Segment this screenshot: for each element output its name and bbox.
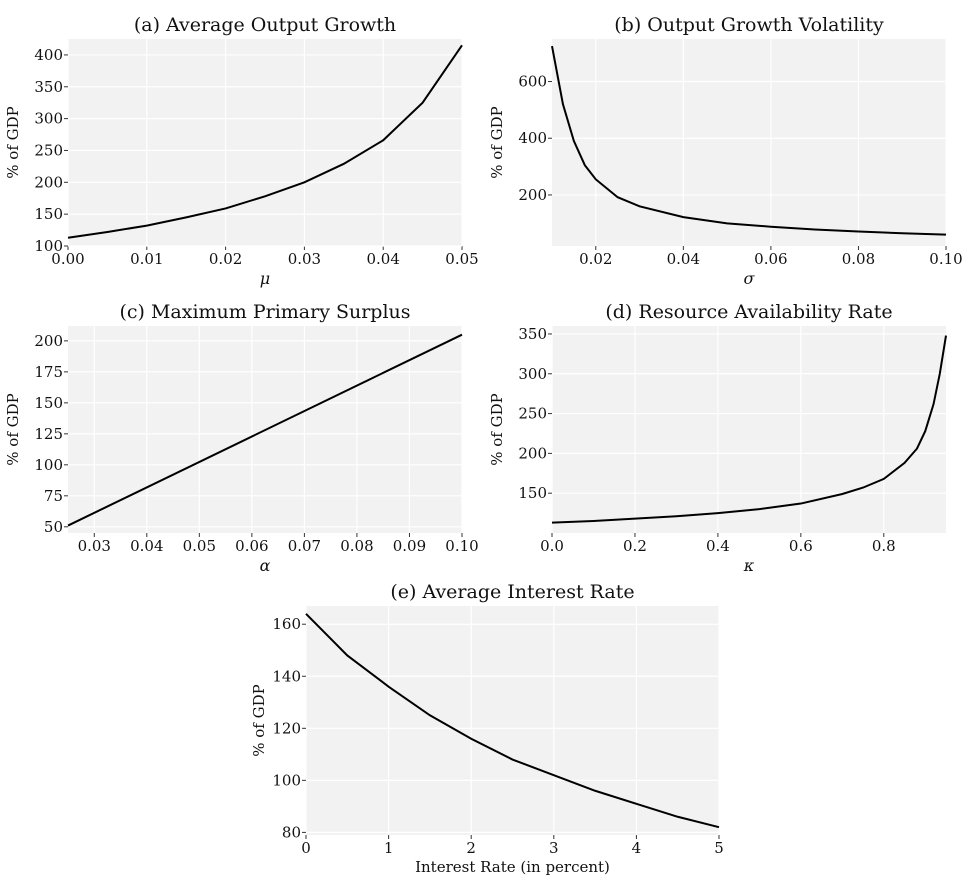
y-tick-label-a: 300 bbox=[34, 110, 63, 128]
chart-b: 0.02 0.04 0.06 0.08 0.10 200 400 600 (b) Output … bbox=[488, 14, 963, 288]
chart-title-e: (e) Average Interest Rate bbox=[390, 581, 634, 603]
y-tick-label-c: 100 bbox=[34, 456, 63, 474]
x-tick-label-c: 0.03 bbox=[78, 537, 111, 555]
x-tick-label-e: 4 bbox=[632, 839, 642, 857]
y-tick-label-a: 250 bbox=[34, 141, 63, 159]
y-tick-label-a: 150 bbox=[34, 205, 63, 223]
x-tick-label-e: 3 bbox=[549, 839, 559, 857]
x-tick-label-c: 0.09 bbox=[393, 537, 426, 555]
x-axis-label-a: μ bbox=[260, 269, 270, 288]
x-tick-label-e: 0 bbox=[301, 839, 311, 857]
y-tick-label-d: 250 bbox=[518, 405, 547, 423]
plot-area-e bbox=[306, 606, 719, 835]
x-tick-label-b: 0.06 bbox=[754, 250, 787, 268]
x-tick-label-b: 0.04 bbox=[667, 250, 700, 268]
plot-area-d bbox=[552, 326, 946, 533]
x-tick-label-e: 1 bbox=[384, 839, 394, 857]
y-tick-label-d: 150 bbox=[518, 484, 547, 502]
x-tick-label-b: 0.08 bbox=[842, 250, 875, 268]
plot-area-a bbox=[68, 39, 462, 246]
x-tick-label-a: 0.04 bbox=[366, 250, 399, 268]
y-tick-label-e: 80 bbox=[282, 823, 301, 841]
y-axis-label-e: % of GDP bbox=[250, 684, 268, 756]
chart-title-a: (a) Average Output Growth bbox=[134, 14, 396, 36]
y-tick-label-b: 200 bbox=[518, 186, 547, 204]
x-tick-label-b: 0.02 bbox=[579, 250, 612, 268]
x-tick-label-b: 0.10 bbox=[929, 250, 962, 268]
chart-c: 0.03 0.04 0.05 0.06 0.07 0.08 0.09 0.10 50 75 100 1… bbox=[4, 301, 479, 575]
series-line-a bbox=[67, 44, 463, 239]
y-tick-label-d: 300 bbox=[518, 365, 547, 383]
plot-area-b bbox=[552, 39, 946, 246]
y-tick-label-d: 200 bbox=[518, 444, 547, 462]
y-tick-label-a: 400 bbox=[34, 46, 63, 64]
chart-d: 0.0 0.2 0.4 0.6 0.8 150 200 250 300 350 (d) Resour… bbox=[488, 301, 947, 575]
x-tick-label-c: 0.06 bbox=[235, 537, 268, 555]
y-tick-label-e: 160 bbox=[272, 615, 301, 633]
x-tick-label-a: 0.03 bbox=[288, 250, 321, 268]
y-tick-label-c: 50 bbox=[44, 518, 63, 536]
chart-e: 0 1 2 3 4 5 80 100 120 140 160 (e) Average Interest… bbox=[250, 581, 724, 875]
y-axis-label-c: % of GDP bbox=[4, 393, 22, 465]
y-tick-label-c: 75 bbox=[44, 487, 63, 505]
x-tick-label-a: 0.01 bbox=[130, 250, 163, 268]
y-tick-label-e: 120 bbox=[272, 719, 301, 737]
y-tick-label-b: 400 bbox=[518, 129, 547, 147]
y-tick-label-c: 175 bbox=[34, 363, 63, 381]
x-tick-label-a: 0.00 bbox=[51, 250, 84, 268]
x-tick-label-c: 0.07 bbox=[288, 537, 321, 555]
x-axis-label-d: κ bbox=[743, 556, 755, 575]
x-tick-label-a: 0.05 bbox=[445, 250, 478, 268]
y-tick-label-a: 100 bbox=[34, 237, 63, 255]
series-line-d bbox=[551, 335, 947, 524]
series-line-c bbox=[67, 333, 463, 527]
x-tick-label-d: 0.0 bbox=[540, 537, 564, 555]
x-tick-label-c: 0.04 bbox=[130, 537, 163, 555]
x-axis-label-b: σ bbox=[744, 269, 756, 288]
x-tick-label-d: 0.8 bbox=[872, 537, 896, 555]
y-tick-label-c: 200 bbox=[34, 332, 63, 350]
y-tick-label-a: 200 bbox=[34, 173, 63, 191]
x-tick-label-e: 5 bbox=[714, 839, 724, 857]
x-tick-label-e: 2 bbox=[466, 839, 476, 857]
x-tick-label-d: 0.2 bbox=[623, 537, 647, 555]
x-tick-label-c: 0.08 bbox=[340, 537, 373, 555]
y-tick-label-b: 600 bbox=[518, 73, 547, 91]
x-axis-label-e: Interest Rate (in percent) bbox=[415, 858, 610, 875]
y-tick-label-c: 150 bbox=[34, 394, 63, 412]
x-tick-label-d: 0.6 bbox=[789, 537, 813, 555]
series-line-e bbox=[305, 613, 720, 829]
y-axis-label-a: % of GDP bbox=[4, 106, 22, 178]
y-tick-label-e: 140 bbox=[272, 667, 301, 685]
y-tick-label-d: 350 bbox=[518, 325, 547, 343]
x-tick-label-d: 0.4 bbox=[706, 537, 730, 555]
y-axis-label-d: % of GDP bbox=[488, 393, 506, 465]
y-tick-label-e: 100 bbox=[272, 771, 301, 789]
x-tick-label-a: 0.02 bbox=[209, 250, 242, 268]
y-tick-label-a: 350 bbox=[34, 78, 63, 96]
x-tick-label-c: 0.10 bbox=[445, 537, 478, 555]
x-axis-label-c: α bbox=[260, 556, 271, 575]
chart-a: 0.00 0.01 0.02 0.03 0.04 0.05 100 150 200 250 300 3… bbox=[4, 14, 479, 288]
chart-title-d: (d) Resource Availability Rate bbox=[605, 301, 892, 323]
x-tick-label-c: 0.05 bbox=[183, 537, 216, 555]
chart-title-b: (b) Output Growth Volatility bbox=[614, 14, 884, 36]
y-axis-label-b: % of GDP bbox=[488, 106, 506, 178]
y-tick-label-c: 125 bbox=[34, 425, 63, 443]
series-line-b bbox=[551, 45, 947, 236]
chart-title-c: (c) Maximum Primary Surplus bbox=[119, 301, 410, 323]
